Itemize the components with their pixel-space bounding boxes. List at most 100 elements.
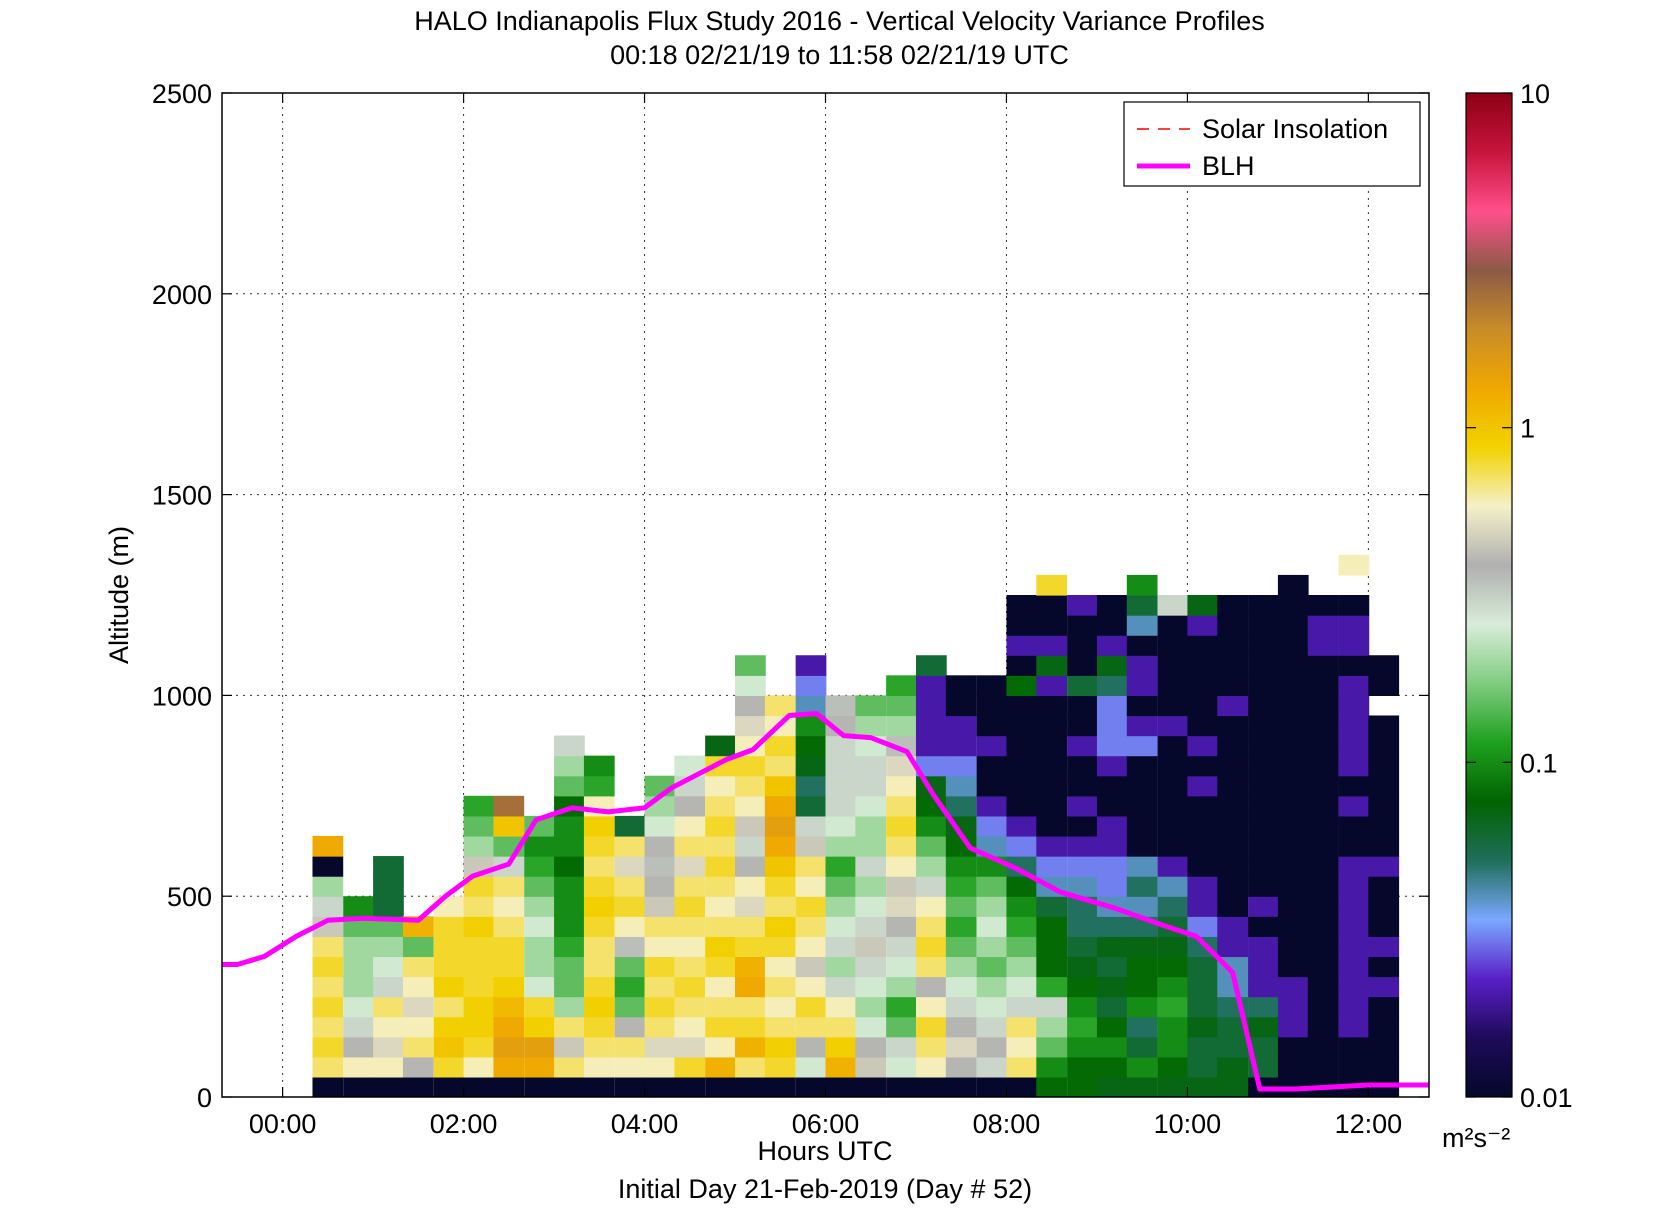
heatmap-cell bbox=[1187, 615, 1219, 636]
heatmap-cell bbox=[735, 936, 766, 958]
heatmap-cell bbox=[524, 815, 555, 837]
heatmap-cell bbox=[1006, 815, 1038, 837]
heatmap-cell bbox=[1277, 936, 1309, 958]
heatmap-cell bbox=[644, 1076, 676, 1097]
heatmap-cell bbox=[1248, 876, 1279, 897]
legend: Solar Insolation BLH bbox=[1123, 101, 1421, 187]
heatmap-cell bbox=[1187, 876, 1219, 897]
heatmap-cell bbox=[1307, 795, 1339, 817]
heatmap-cell bbox=[312, 936, 344, 958]
heatmap-cell bbox=[1157, 735, 1189, 757]
heatmap-cell bbox=[554, 956, 585, 978]
heatmap-cell bbox=[524, 956, 555, 978]
heatmap-cell bbox=[1036, 1056, 1068, 1078]
heatmap-cell bbox=[1217, 815, 1249, 837]
x-axis-ticks: 00:00 02:00 04:00 06:00 08:00 10:00 12:00 bbox=[249, 93, 1402, 1139]
heatmap-cell bbox=[705, 1056, 736, 1078]
heatmap-cell bbox=[795, 655, 827, 676]
heatmap-cell bbox=[402, 956, 434, 978]
heatmap-cell bbox=[493, 876, 525, 897]
heatmap-cell bbox=[886, 856, 917, 877]
heatmap-cell bbox=[1217, 976, 1249, 998]
heatmap-cell bbox=[1217, 936, 1249, 958]
heatmap-cell bbox=[1157, 755, 1189, 777]
heatmap-cell bbox=[855, 916, 887, 937]
heatmap-cell bbox=[1096, 815, 1128, 837]
heatmap-cell bbox=[614, 1016, 646, 1038]
heatmap-cell bbox=[433, 1016, 465, 1038]
heatmap-cell bbox=[764, 1036, 796, 1058]
heatmap-cell bbox=[1126, 976, 1158, 998]
heatmap-cell bbox=[493, 1056, 525, 1078]
y-tick-label: 1000 bbox=[152, 681, 212, 711]
heatmap-cell bbox=[1277, 635, 1309, 656]
heatmap-cell bbox=[554, 916, 585, 937]
heatmap-cell bbox=[886, 876, 917, 897]
heatmap-cell bbox=[402, 1076, 434, 1097]
heatmap-cell bbox=[674, 896, 706, 917]
heatmap-cell bbox=[886, 695, 917, 717]
heatmap-cell bbox=[886, 795, 917, 817]
heatmap-cell bbox=[1248, 936, 1279, 958]
heatmap-cell bbox=[886, 976, 917, 998]
heatmap-cell bbox=[1307, 635, 1339, 656]
heatmap-cell bbox=[1187, 835, 1219, 857]
heatmap-cell bbox=[1277, 896, 1309, 917]
heatmap-cell bbox=[373, 856, 404, 877]
heatmap-cell bbox=[1187, 755, 1219, 777]
heatmap-cell bbox=[1248, 856, 1279, 877]
heatmap-cell bbox=[1126, 956, 1158, 978]
heatmap-cell bbox=[1248, 695, 1279, 717]
heatmap-cell bbox=[1187, 735, 1219, 757]
heatmap-cell bbox=[855, 856, 887, 877]
heatmap-cell bbox=[855, 775, 887, 797]
heatmap-cell bbox=[825, 956, 857, 978]
heatmap-cell bbox=[764, 896, 796, 917]
heatmap-cell bbox=[1157, 1076, 1189, 1097]
heatmap-cell bbox=[976, 896, 1008, 917]
heatmap-cell bbox=[1277, 655, 1309, 676]
heatmap-cell bbox=[1338, 1036, 1370, 1058]
heatmap-cell bbox=[764, 996, 796, 1018]
colorbar-tick-label: 10 bbox=[1520, 79, 1550, 109]
heatmap-cell bbox=[1368, 856, 1400, 877]
heatmap-cell bbox=[1126, 815, 1158, 837]
colorbar-frame bbox=[1465, 92, 1513, 1098]
heatmap-cell bbox=[1036, 574, 1068, 596]
heatmap-cell bbox=[1217, 1016, 1249, 1038]
heatmap-cell bbox=[855, 1036, 887, 1058]
heatmap-cell bbox=[1307, 775, 1339, 797]
legend-box bbox=[1123, 101, 1421, 187]
heatmap-cell bbox=[1187, 976, 1219, 998]
heatmap-cell bbox=[855, 1016, 887, 1038]
heatmap-cell bbox=[1006, 695, 1038, 717]
heatmap-cell bbox=[795, 856, 827, 877]
heatmap-cell bbox=[1006, 876, 1038, 897]
heatmap-cell bbox=[915, 856, 947, 877]
heatmap-cell bbox=[976, 715, 1008, 737]
heatmap-cell bbox=[1217, 1076, 1249, 1097]
heatmap-cell bbox=[1096, 1016, 1128, 1038]
heatmap-cell bbox=[583, 815, 615, 837]
heatmap-cell bbox=[614, 896, 646, 917]
y-tick-label: 1500 bbox=[152, 481, 212, 511]
heatmap-cell bbox=[1277, 735, 1309, 757]
heatmap-cell bbox=[343, 1056, 374, 1078]
heatmap-cell bbox=[554, 896, 585, 917]
heatmap-cell bbox=[915, 735, 947, 757]
heatmap-cell bbox=[343, 1076, 374, 1097]
heatmap-cell bbox=[886, 896, 917, 917]
heatmap-cell bbox=[764, 1016, 796, 1038]
heatmap-cell bbox=[1277, 615, 1309, 636]
heatmap-cell bbox=[945, 735, 977, 757]
heatmap-cell bbox=[1217, 675, 1249, 696]
heatmap-cell bbox=[1067, 595, 1098, 616]
heatmap-cell bbox=[1248, 675, 1279, 696]
heatmap-cell bbox=[1338, 715, 1370, 737]
heatmap-cell bbox=[1006, 835, 1038, 857]
heatmap-cell bbox=[735, 876, 766, 897]
heatmap-cell bbox=[554, 1016, 585, 1038]
heatmap-cell bbox=[1096, 755, 1128, 777]
heatmap-cell bbox=[945, 715, 977, 737]
x-tick-label: 06:00 bbox=[792, 1109, 860, 1139]
